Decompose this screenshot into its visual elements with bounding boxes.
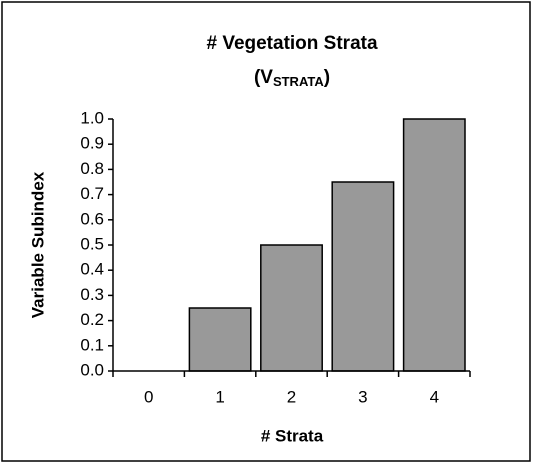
y-axis-label: Variable Subindex [28,171,47,318]
x-tick-label: 0 [144,387,153,406]
chart-subtitle: (VSTRATA) [254,67,330,89]
y-tick-label: 0.7 [80,184,104,203]
subtitle-subscript: STRATA [273,74,324,89]
x-tick-label: 2 [287,387,296,406]
y-tick-label: 0.9 [80,134,104,153]
y-tick-label: 1.0 [80,108,104,127]
y-tick-label: 0.5 [80,234,104,253]
bar [331,181,395,372]
y-tick-label: 0.8 [80,159,104,178]
bar [188,307,252,372]
x-tick-label: 4 [430,387,439,406]
x-tick-label: 1 [215,387,224,406]
x-axis-label: # Strata [261,426,324,445]
x-tick-label: 3 [358,387,367,406]
y-tick-label: 0.2 [80,310,104,329]
y-tick-label: 0.6 [80,209,104,228]
subtitle-text: ) [324,67,330,88]
y-tick-label: 0.3 [80,285,104,304]
y-tick-label: 0.4 [80,260,104,279]
bar [260,244,323,372]
y-tick-label: 0.1 [80,335,104,354]
bar [402,118,466,372]
subtitle-text: (V [254,67,273,88]
chart-title: # Vegetation Strata [206,33,377,54]
y-tick-label: 0.0 [80,360,104,379]
